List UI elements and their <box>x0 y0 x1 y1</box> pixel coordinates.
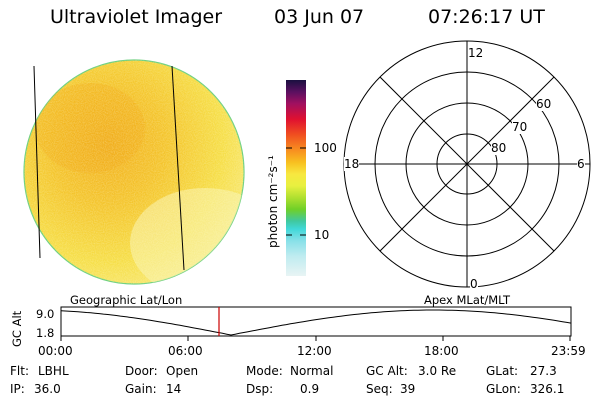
mlt-label-12: 12 <box>468 46 484 60</box>
dsp-value: 0.9 <box>300 382 320 396</box>
geographic-label: Geographic Lat/Lon <box>70 293 183 307</box>
mlt-label-0: 0 <box>470 277 478 291</box>
flt-value: LBHL <box>38 364 69 378</box>
colorbar-tick-100: 100 <box>314 141 337 155</box>
uv-earth-image <box>23 59 245 285</box>
altitude-curve <box>60 309 572 336</box>
door-value: Open <box>166 364 199 378</box>
x-tick-0600: 06:00 <box>168 344 203 358</box>
altitude-timeline <box>60 306 572 341</box>
color-scale-bar <box>286 80 306 276</box>
y-min-label: 1.8 <box>36 326 55 340</box>
ip-label: IP: <box>10 382 25 396</box>
colorbar-tick-10: 10 <box>314 228 330 242</box>
glat-label: GLat: <box>486 364 519 378</box>
dsp-label: Dsp: <box>246 382 274 396</box>
x-tick-0000: 00:00 <box>38 344 73 358</box>
glat-value: 27.3 <box>530 364 557 378</box>
longitude-line <box>33 65 41 259</box>
seq-label: Seq: <box>366 382 393 396</box>
seq-value: 39 <box>400 382 416 396</box>
timeline-frame <box>60 306 572 337</box>
x-tick-2359: 23:59 <box>551 344 586 358</box>
x-tick-1800: 18:00 <box>424 344 459 358</box>
glon-label: GLon: <box>486 382 521 396</box>
date-display: 03 Jun 07 <box>274 6 365 28</box>
gc-alt-axis-title: GC Alt <box>10 310 24 347</box>
mode-value: Normal <box>290 364 334 378</box>
lat-label-60: 60 <box>536 97 552 111</box>
gcalt-label: GC Alt: <box>366 364 408 378</box>
mlt-label-6: 6 <box>577 157 585 171</box>
app-title: Ultraviolet Imager <box>50 6 223 28</box>
glon-value: 326.1 <box>530 382 565 396</box>
longitude-line <box>171 65 185 271</box>
gain-value: 14 <box>166 382 182 396</box>
colorbar-unit-label: photon cm⁻²s⁻¹ <box>266 155 280 248</box>
mode-label: Mode: <box>246 364 283 378</box>
apex-label: Apex MLat/MLT <box>424 293 511 307</box>
lat-label-80: 80 <box>491 141 507 155</box>
ip-value: 36.0 <box>34 382 61 396</box>
gcalt-value: 3.0 Re <box>418 364 457 378</box>
lat-label-70: 70 <box>512 120 528 134</box>
mlt-label-18: 18 <box>344 157 360 171</box>
x-tick-1200: 12:00 <box>297 344 332 358</box>
polar-mlt-grid <box>343 40 591 288</box>
y-max-label: 9.0 <box>36 307 55 321</box>
colorbar-ticks <box>286 147 306 236</box>
time-display: 07:26:17 UT <box>428 6 545 28</box>
door-label: Door: <box>125 364 158 378</box>
gain-label: Gain: <box>125 382 157 396</box>
flt-label: Flt: <box>10 364 29 378</box>
